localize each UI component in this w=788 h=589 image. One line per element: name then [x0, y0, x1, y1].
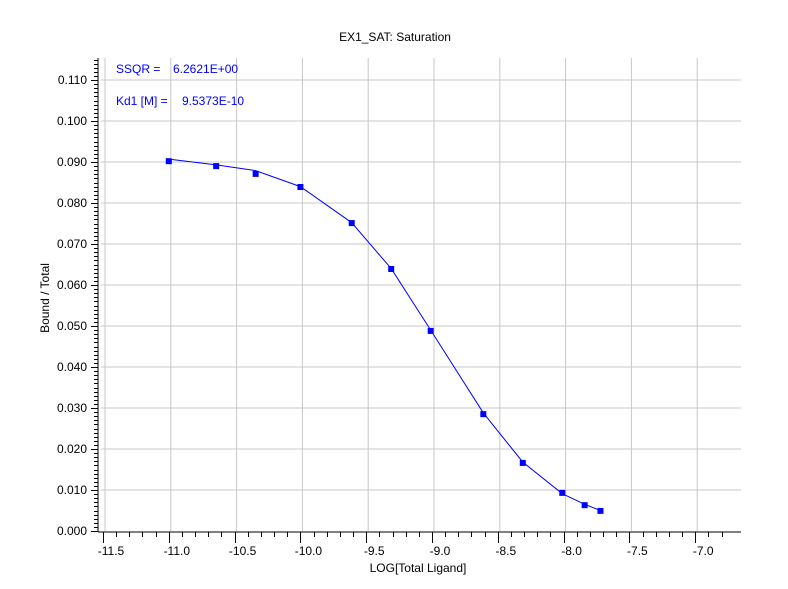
data-point-marker [519, 459, 526, 466]
axes [97, 58, 741, 533]
x-tick-label: -10.5 [229, 544, 257, 558]
y-tick-label: 0.040 [57, 360, 87, 374]
data-point-marker [559, 489, 566, 496]
y-tick-label: 0.030 [57, 401, 87, 415]
data-point-marker [165, 158, 172, 165]
y-tick-label: 0.060 [57, 278, 87, 292]
x-tick-label: -7.0 [693, 544, 714, 558]
y-tick-label: 0.020 [57, 442, 87, 456]
x-tick-label: -9.5 [364, 544, 385, 558]
data-point-marker [480, 411, 487, 418]
fit-annotations: SSQR = 6.2621E+00 Kd1 [M] = 9.5373E-10 [116, 62, 244, 108]
data-point-marker [213, 163, 220, 170]
y-tick-label: 0.010 [57, 483, 87, 497]
y-axis-ticks: 0.000 0.010 0.020 0.030 0.040 0.050 0.060 0.070… [57, 60, 98, 538]
data-point-marker [388, 266, 395, 273]
y-tick-label: 0.100 [57, 114, 87, 128]
x-tick-label: -11.0 [164, 544, 191, 558]
y-tick-label: 0.110 [58, 73, 87, 87]
data-point-marker [297, 184, 304, 191]
data-point-marker [348, 220, 355, 227]
x-tick-label: -8.5 [495, 544, 516, 558]
fit-curve [168, 158, 601, 511]
x-tick-label: -8.0 [561, 544, 582, 558]
ssqr-annotation: SSQR = 6.2621E+00 [116, 62, 238, 76]
data-point-marker [252, 170, 259, 177]
data-point-marker [581, 502, 588, 509]
x-tick-label: -9.0 [430, 544, 451, 558]
chart-title: EX1_SAT: Saturation [339, 30, 451, 44]
grid-lines [101, 58, 741, 531]
y-tick-label: 0.080 [57, 196, 87, 210]
data-points [165, 158, 604, 514]
fit-line [168, 158, 601, 511]
data-point-marker [427, 327, 434, 334]
x-tick-label: -11.5 [98, 544, 125, 558]
x-axis-label: LOG[Total Ligand] [370, 561, 467, 575]
y-axis-label: Bound / Total [38, 263, 52, 333]
kd-annotation: Kd1 [M] = 9.5373E-10 [116, 94, 244, 108]
y-tick-label: 0.070 [57, 237, 87, 251]
x-axis-ticks: -11.5 -11.0 -10.5 -10.0 -9.5 -9.0 -8.5 -8.0 -7.5… [98, 532, 723, 558]
x-tick-label: -10.0 [295, 544, 323, 558]
x-tick-label: -7.5 [627, 544, 648, 558]
y-tick-label: 0.050 [57, 319, 87, 333]
data-point-marker [597, 507, 604, 514]
y-tick-label: 0.000 [57, 524, 87, 538]
y-tick-label: 0.090 [57, 155, 87, 169]
